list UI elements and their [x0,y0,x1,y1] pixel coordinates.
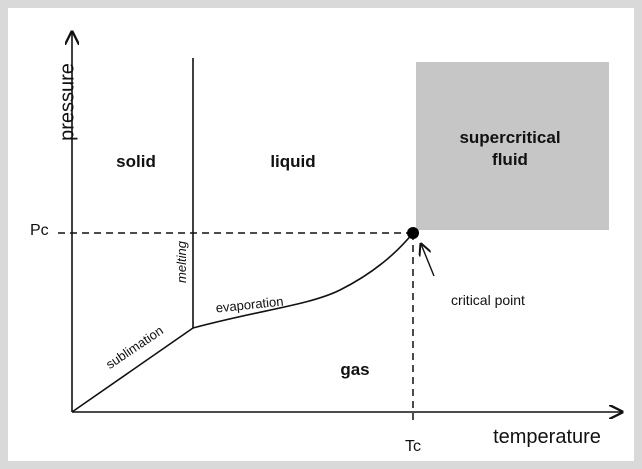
critical-point-label: critical point [451,292,525,308]
solid-label: solid [116,152,156,171]
gas-label: gas [340,360,369,379]
evaporation-line [192,232,414,329]
pc-label: Pc [30,222,49,239]
liquid-label: liquid [270,152,315,171]
x-label: temperature [493,426,601,448]
y-label: pressure [56,63,78,141]
sublimation-line [71,327,194,413]
tc-label: Tc [405,438,421,455]
evaporation-label: evaporation [215,294,284,316]
critical-point [407,227,419,239]
critical-arrow [421,244,435,277]
melting-label: melting [174,240,189,283]
supercritical-label: supercritical [459,128,560,147]
supercritical-region [416,62,609,230]
supercritical-label: fluid [492,150,528,169]
